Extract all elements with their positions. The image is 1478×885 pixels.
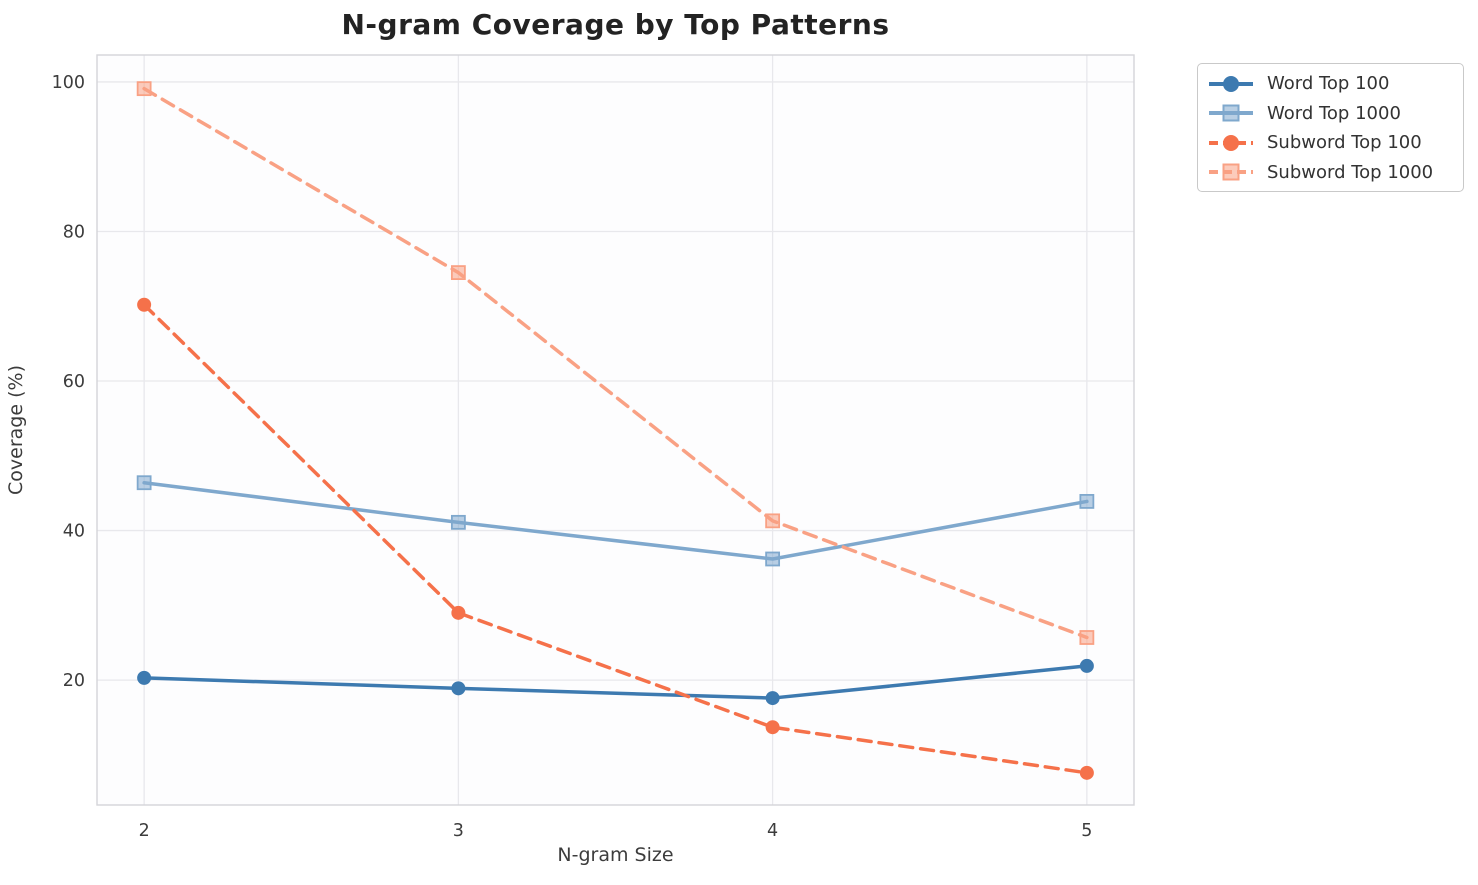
dashed-line-square-icon: [1209, 163, 1253, 181]
marker-subword-top-1000: [136, 81, 152, 97]
series-line-subword-top-100: [142, 303, 1089, 775]
y-tick-label: 40: [63, 522, 85, 542]
marker-word-top-100: [137, 670, 152, 685]
legend: Word Top 100 Word Top 1000 Subword Top 100…: [1197, 63, 1464, 192]
y-tick-label: 60: [63, 372, 85, 392]
marker-subword-top-1000: [450, 265, 466, 280]
legend-item-word-top-1000: Word Top 1000: [1207, 99, 1463, 129]
legend-item-subword-top-1000: Subword Top 1000: [1207, 158, 1463, 188]
marker-subword-top-1000: [765, 513, 781, 529]
marker-word-top-100: [1079, 658, 1094, 673]
solid-line-square-icon: [1209, 104, 1253, 122]
y-tick-label: 80: [63, 222, 85, 242]
solid-line-circle-icon: [1209, 75, 1253, 92]
legend-label: Word Top 1000: [1267, 102, 1401, 124]
x-axis-label: N-gram Size: [557, 844, 673, 866]
x-tick-label: 3: [453, 821, 464, 841]
marker-word-top-1000: [450, 514, 466, 530]
marker-subword-top-100: [137, 297, 152, 312]
marker-word-top-1000: [1079, 494, 1095, 509]
dashed-line-circle-icon: [1209, 134, 1253, 151]
marker-word-top-1000: [136, 475, 152, 491]
legend-label: Subword Top 100: [1267, 132, 1422, 154]
series-line-word-top-100: [142, 664, 1089, 700]
y-axis-label: Coverage (%): [5, 365, 27, 495]
marker-subword-top-100: [1079, 765, 1094, 780]
marker-word-top-100: [765, 691, 780, 706]
y-tick-label: 20: [63, 671, 85, 691]
legend-item-word-top-100: Word Top 100: [1207, 69, 1463, 99]
x-tick-label: 4: [767, 821, 778, 841]
series-line-word-top-1000: [142, 480, 1089, 561]
marker-subword-top-1000: [1079, 630, 1095, 645]
chart-title: N-gram Coverage by Top Patterns: [341, 8, 890, 41]
y-tick-label: 100: [52, 73, 85, 93]
series-line-subword-top-1000: [142, 86, 1089, 640]
legend-label: Word Top 100: [1267, 73, 1390, 95]
x-tick-label: 5: [1081, 821, 1092, 841]
marker-word-top-1000: [765, 551, 781, 567]
legend-item-subword-top-100: Subword Top 100: [1207, 128, 1463, 158]
x-tick-label: 2: [139, 821, 150, 841]
axes-spines: [96, 54, 1135, 806]
marker-subword-top-100: [765, 720, 780, 735]
legend-label: Subword Top 1000: [1267, 161, 1434, 183]
marker-word-top-100: [451, 681, 466, 696]
marker-subword-top-100: [451, 605, 466, 620]
